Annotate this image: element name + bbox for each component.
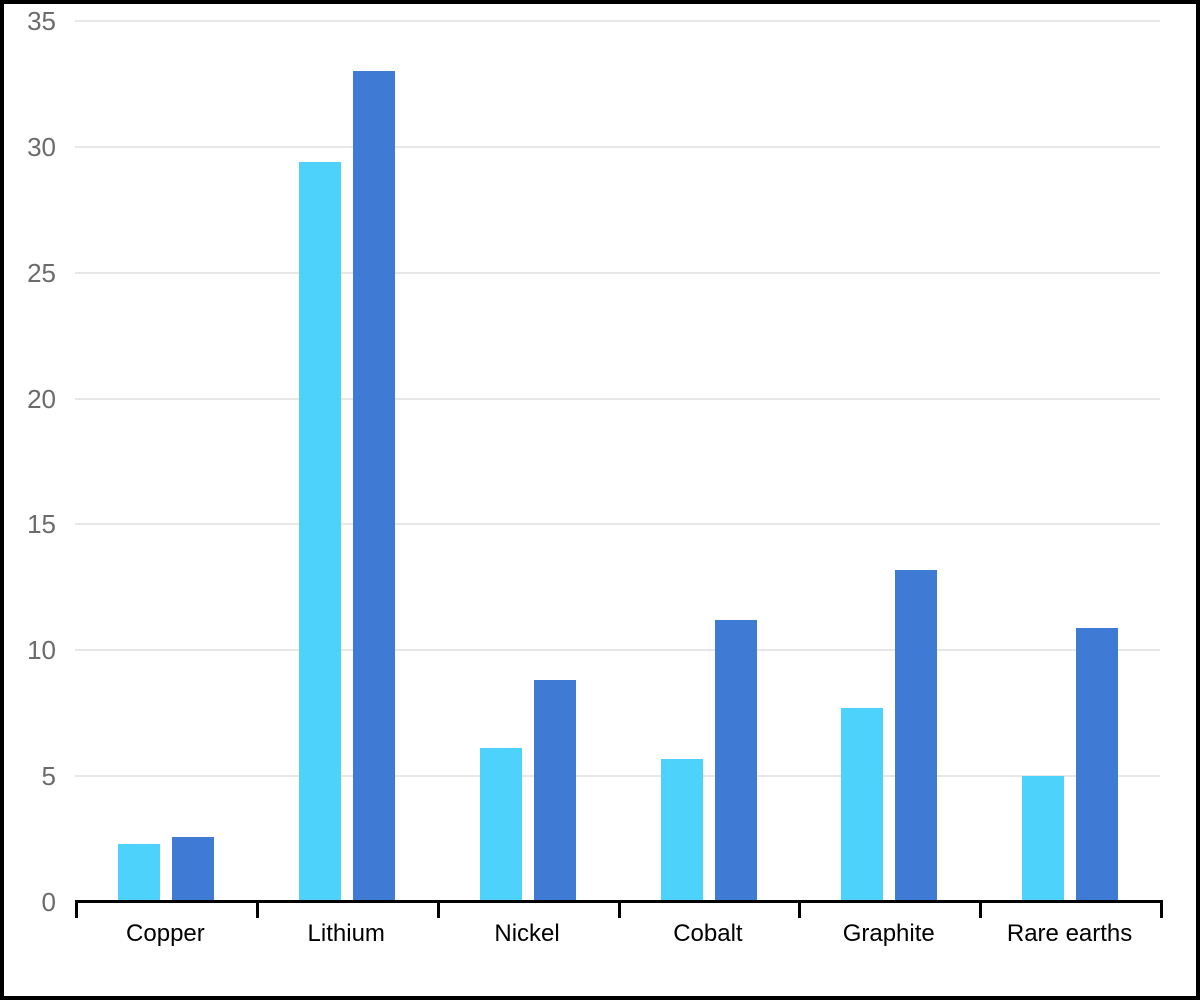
- bar-cobalt-series-2-dark-blue: [714, 620, 757, 902]
- gridline-30: [75, 145, 1160, 148]
- bar-graphite-series-1-light-blue: [841, 708, 884, 902]
- y-axis-tick-label-5: 5: [41, 761, 56, 792]
- x-axis-line: [75, 900, 1163, 903]
- y-axis-tick-label-15: 15: [27, 509, 56, 540]
- bar-rare-earths-series-2-dark-blue: [1076, 627, 1119, 902]
- bar-copper-series-2-dark-blue: [172, 836, 214, 902]
- x-axis-category-label-graphite: Graphite: [842, 920, 935, 947]
- gridline-20: [75, 397, 1160, 400]
- plot-area: Copper Lithium Nickel Cobalt Graphite Rare ea…: [75, 20, 1163, 947]
- bar-nickel-series-2-dark-blue: [533, 680, 576, 902]
- bar-rare-earths-series-1-light-blue: [1022, 776, 1065, 902]
- x-axis-category-label-cobalt: Cobalt: [673, 920, 743, 947]
- y-axis-tick-label-30: 30: [27, 131, 56, 162]
- y-axis-tick-label-20: 20: [27, 383, 56, 414]
- gridline-25: [75, 271, 1160, 274]
- bar-copper-series-1-light-blue: [118, 844, 160, 902]
- x-axis-category-label-nickel: Nickel: [494, 920, 560, 947]
- gridline-5: [75, 775, 1160, 778]
- x-axis-tick-4: [798, 902, 802, 918]
- x-axis-tick-0: [75, 902, 78, 918]
- x-axis-category-label-copper: Copper: [126, 920, 205, 947]
- bar-lithium-series-1-light-blue: [298, 161, 341, 902]
- gridline-35: [75, 20, 1160, 22]
- gridline-15: [75, 523, 1160, 526]
- y-axis-tick-label-10: 10: [27, 635, 56, 666]
- y-axis-tick-label-25: 25: [27, 257, 56, 288]
- bar-nickel-series-1-light-blue: [479, 748, 522, 902]
- x-axis-tick-3: [617, 902, 621, 918]
- y-axis-tick-label-0: 0: [41, 887, 56, 917]
- x-axis-category-label-lithium: Lithium: [307, 920, 385, 947]
- x-axis-tick-2: [436, 902, 440, 918]
- bar-graphite-series-2-dark-blue: [895, 569, 938, 902]
- x-axis-tick-5: [979, 902, 983, 918]
- x-axis-category-label-rare-earths: Rare earths: [1006, 920, 1133, 947]
- bar-cobalt-series-1-light-blue: [660, 758, 703, 902]
- x-axis-tick-1: [255, 902, 259, 918]
- y-axis-tick-label-35: 35: [27, 6, 56, 36]
- bar-lithium-series-2-dark-blue: [352, 71, 395, 902]
- gridline-10: [75, 649, 1160, 652]
- x-axis-tick-6: [1160, 902, 1163, 918]
